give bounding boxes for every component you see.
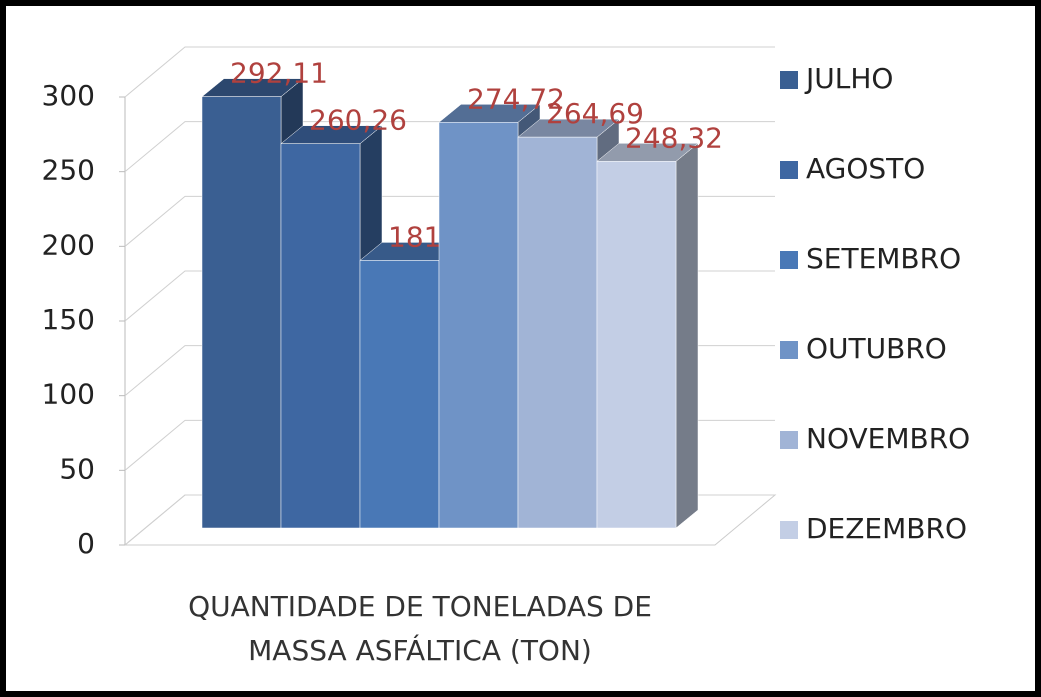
bar [596, 161, 677, 529]
legend-label: AGOSTO [806, 152, 925, 185]
y-tick-label: 50 [59, 452, 95, 485]
legend-swatch [780, 431, 798, 449]
legend-swatch [780, 71, 798, 89]
data-label: 248,32 [625, 121, 723, 154]
y-tick-label: 100 [42, 378, 95, 411]
legend-label: DEZEMBRO [806, 512, 967, 545]
y-tick-label: 300 [42, 79, 95, 112]
bar [359, 260, 440, 529]
legend-label: OUTUBRO [806, 332, 947, 365]
bar [438, 122, 519, 529]
legend-swatch [780, 251, 798, 269]
grid-line [124, 46, 775, 98]
y-tick-label: 0 [77, 527, 95, 560]
x-tick-label: QUANTIDADE DE TONELADAS DE MASSA ASFÁLTI… [188, 590, 652, 667]
y-tick-label: 200 [42, 228, 95, 261]
data-label: 264,69 [546, 97, 644, 130]
legend-label: SETEMBRO [806, 242, 961, 275]
bar [280, 143, 361, 529]
data-label: 292,11 [230, 57, 328, 90]
y-tick-label: 150 [42, 303, 95, 336]
bar-side [675, 142, 699, 529]
legend-swatch [780, 521, 798, 539]
legend-swatch [780, 161, 798, 179]
legend-label: JULHO [804, 62, 893, 95]
y-tick-label: 250 [42, 154, 95, 187]
legend-swatch [780, 341, 798, 359]
bar [517, 136, 598, 529]
data-label: 260,26 [309, 104, 407, 137]
legend-label: NOVEMBRO [806, 422, 970, 455]
bar [201, 96, 282, 529]
data-label: 274,72 [467, 82, 565, 115]
